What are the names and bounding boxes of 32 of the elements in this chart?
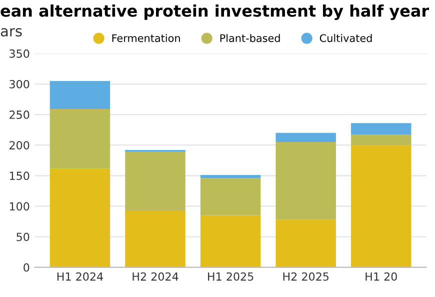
y-tick-label: 50 bbox=[16, 232, 30, 242]
bar bbox=[200, 178, 261, 216]
x-tick-label: H1 2024 bbox=[57, 272, 103, 281]
x-tick-label: H2 2025 bbox=[283, 272, 328, 281]
bar bbox=[50, 168, 110, 268]
legend-label: Fermentation bbox=[112, 34, 180, 42]
legend-label: Cultivated bbox=[320, 34, 372, 42]
chart-subtitle: ars bbox=[0, 28, 22, 37]
bar bbox=[200, 215, 261, 268]
bar bbox=[50, 109, 110, 169]
x-tick-label: H2 2024 bbox=[132, 272, 178, 281]
y-tick-label: 0 bbox=[24, 263, 30, 272]
y-tick-label: 350 bbox=[10, 49, 30, 58]
bar bbox=[200, 175, 261, 178]
x-tick-label: H1 20 bbox=[366, 272, 397, 281]
bar bbox=[351, 145, 412, 268]
bar bbox=[125, 152, 186, 210]
bar bbox=[276, 132, 336, 142]
bar bbox=[50, 80, 110, 110]
bar bbox=[276, 142, 336, 220]
y-tick-label: 100 bbox=[10, 202, 30, 211]
chart-title: ean alternative protein investment by half year bbox=[0, 4, 430, 20]
bar bbox=[351, 134, 412, 146]
y-tick-label: 150 bbox=[10, 172, 30, 180]
y-tick-label: 200 bbox=[10, 141, 30, 150]
legend-label: Plant-based bbox=[220, 34, 280, 42]
y-tick-label: 300 bbox=[10, 80, 30, 88]
bar bbox=[125, 210, 186, 268]
bar bbox=[351, 123, 412, 135]
x-tick-label: H1 2025 bbox=[208, 272, 254, 281]
bar bbox=[276, 220, 336, 268]
y-tick-label: 250 bbox=[10, 110, 30, 119]
